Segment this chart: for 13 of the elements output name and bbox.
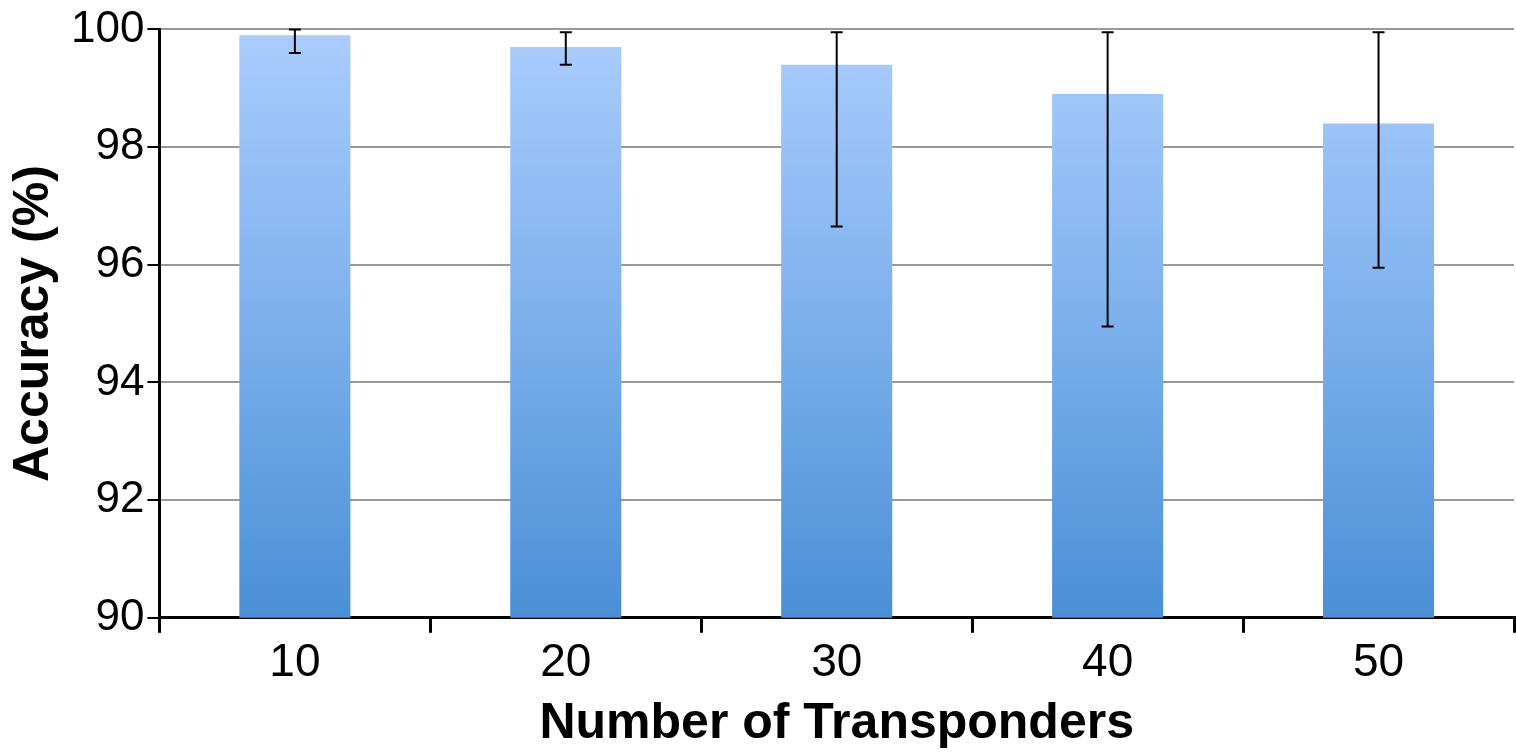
x-tick-label: 50 bbox=[1352, 634, 1405, 687]
x-tick-label: 10 bbox=[269, 634, 321, 687]
y-tick-label: 94 bbox=[95, 354, 145, 404]
y-tick-label: 98 bbox=[95, 119, 145, 169]
y-tick-label: 90 bbox=[95, 589, 145, 639]
x-axis-title: Number of Transponders bbox=[539, 692, 1134, 749]
y-tick-label: 92 bbox=[95, 472, 145, 522]
y-tick-label: 96 bbox=[95, 236, 145, 286]
x-tick-label: 20 bbox=[540, 634, 592, 687]
y-axis-title: Accuracy (%) bbox=[2, 165, 59, 482]
y-tick-label: 100 bbox=[70, 1, 145, 51]
x-tick-label: 40 bbox=[1082, 634, 1134, 687]
x-tick-label: 30 bbox=[811, 634, 863, 687]
